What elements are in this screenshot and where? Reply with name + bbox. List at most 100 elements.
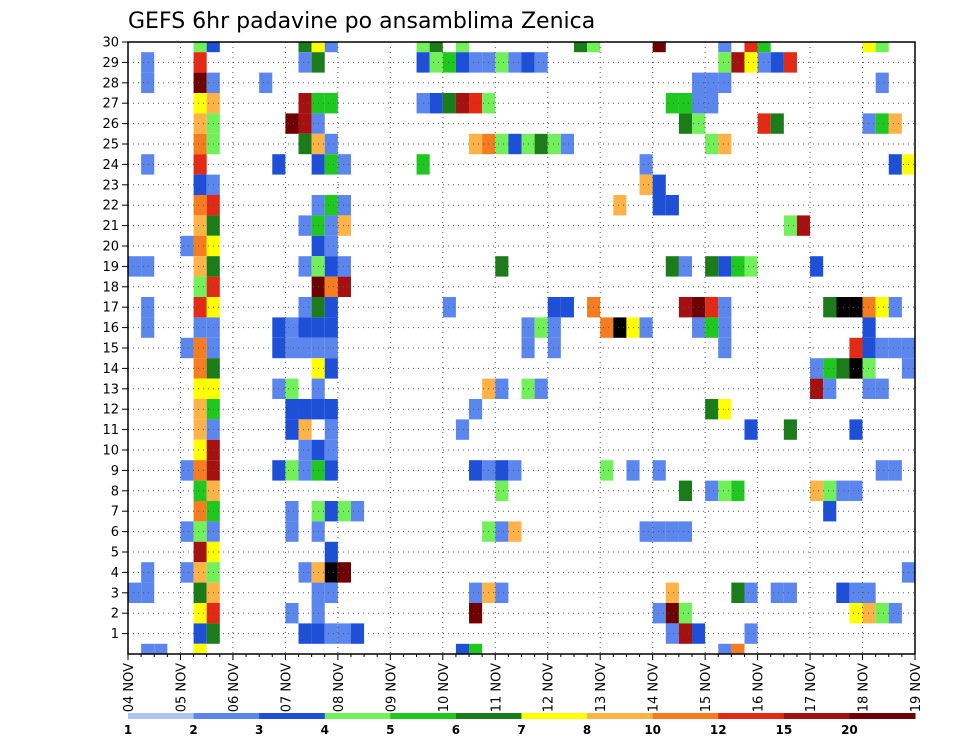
data-cell [705,297,719,318]
data-cell [350,623,365,644]
x-tick-label: 17 NOV [804,663,819,712]
data-cell [718,480,732,501]
data-cell [141,317,155,338]
data-cell [442,297,456,318]
data-cell [718,297,732,318]
y-tick-label: 11 [102,423,119,438]
data-cell [770,113,784,134]
data-cell [285,603,299,624]
x-tick-label: 11 NOV [489,663,504,712]
data-cell [285,113,299,134]
y-tick-label: 9 [111,464,119,479]
data-cell [193,419,207,440]
colorbar-label: 5 [386,723,394,737]
data-cell [770,52,784,73]
data-cell [298,42,312,53]
data-cell [718,72,732,93]
data-cell [849,358,863,379]
data-cell [862,337,876,359]
data-cell [836,297,850,318]
data-cell [587,42,601,53]
data-cell [652,460,666,481]
y-tick-label: 29 [102,56,119,71]
data-cell [324,562,338,583]
data-cell [757,52,771,73]
y-tick-label: 19 [102,260,119,275]
data-cell [193,378,207,399]
data-cell [875,42,889,53]
data-cell [508,133,522,155]
data-cell [600,317,614,338]
colorbar-label: 6 [452,723,460,737]
colorbar-swatch [783,713,850,719]
data-cell [547,317,561,338]
data-cell [285,419,299,440]
data-cell [888,297,902,318]
data-cell [731,643,745,654]
data-cell [324,399,338,420]
data-cell [508,52,522,73]
x-tick-label: 08 NOV [332,663,347,712]
data-cell [875,460,889,481]
data-cell [469,603,483,624]
data-cell [141,643,155,654]
y-tick-label: 14 [102,362,119,377]
data-cell [783,419,797,440]
data-cell [469,93,483,114]
data-cell [285,521,299,542]
data-cell [823,297,837,318]
data-cell [652,42,666,53]
data-cell [416,42,430,53]
data-cell [560,133,574,155]
data-cell [128,256,142,277]
data-cell [193,439,207,461]
data-cell [193,93,207,114]
cells-layer [128,42,915,654]
data-cell [337,623,351,644]
y-tick-label: 24 [102,158,119,173]
data-cell [350,501,365,522]
data-cell [180,235,194,257]
data-cell [495,378,509,399]
x-tick-label: 10 NOV [437,663,452,712]
data-cell [285,460,299,481]
data-cell [442,93,456,114]
data-cell [862,378,876,399]
data-cell [337,215,351,236]
x-tick-label: 15 NOV [699,663,714,712]
x-tick-label: 14 NOV [647,663,662,712]
y-tick-label: 13 [102,382,119,397]
data-cell [442,52,456,73]
data-cell [862,113,876,134]
data-cell [495,480,509,501]
data-cell [705,399,719,420]
data-cell [875,297,889,318]
data-cell [744,256,758,277]
data-cell [429,42,443,53]
data-cell [862,603,876,624]
data-cell [128,582,142,603]
colorbar-swatch [128,713,195,719]
x-tick-label: 18 NOV [857,663,872,712]
y-tick-label: 25 [102,138,119,153]
chart-title: GEFS 6hr padavine po ansamblima Zenica [128,9,595,34]
data-cell [193,235,207,257]
data-cell [193,337,207,359]
data-cell [678,256,693,277]
data-cell [783,52,797,73]
colorbar-label: 3 [255,723,263,737]
data-cell [875,337,889,359]
data-cell [324,358,338,379]
x-tick-label: 19 NOV [909,663,924,712]
data-cell [888,460,902,481]
data-cell [455,93,470,114]
data-cell [324,297,338,318]
data-cell [324,235,338,257]
data-cell [718,643,732,654]
data-cell [298,439,312,461]
data-cell [600,460,614,481]
data-cell [206,42,220,53]
data-cell [141,562,155,583]
data-cell [678,93,693,114]
